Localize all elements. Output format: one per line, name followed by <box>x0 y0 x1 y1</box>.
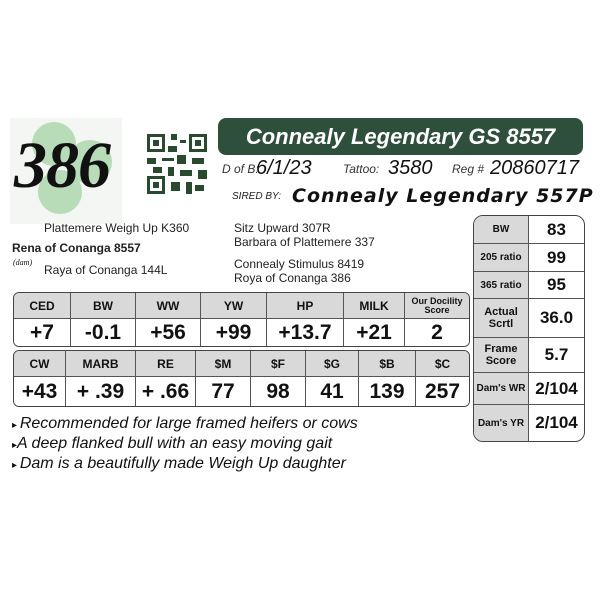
lot-number: 386 <box>14 129 111 202</box>
epd-header: MARB <box>66 351 136 377</box>
epd-value: + .39 <box>66 377 136 406</box>
epd-header: HP <box>267 293 344 319</box>
sired-by-label: SIRED BY: <box>232 191 282 202</box>
dam-dam: Raya of Conanga 144L <box>44 263 168 277</box>
perf-label: 205 ratio <box>474 244 529 272</box>
bullet-item: ▸ Dam is a beautifully made Weigh Up dau… <box>12 455 346 473</box>
qr-code-icon <box>147 134 207 194</box>
epd-value: +56 <box>136 319 201 346</box>
epd-value: +43 <box>14 377 66 406</box>
bullet-text: Dam is a beautifully made Weigh Up daugh… <box>19 455 346 472</box>
clover-logo <box>10 118 122 224</box>
bullet-text: A deep flanked bull with an easy moving … <box>17 435 333 452</box>
perf-label: Dam's WR <box>474 373 529 405</box>
perf-label: 365 ratio <box>474 272 529 299</box>
epd-value: +13.7 <box>267 319 344 346</box>
epd-header: $C <box>416 351 469 377</box>
bullet-text: Recommended for large framed heifers or … <box>19 415 358 432</box>
epd-header: $M <box>196 351 251 377</box>
sire-sire: Sitz Upward 307R <box>234 221 331 235</box>
perf-label: Actual Scrtl <box>474 299 529 338</box>
epd-value: -0.1 <box>71 319 136 346</box>
epd-header: RE <box>136 351 196 377</box>
dob-value: 6/1/23 <box>256 157 312 179</box>
epd-header: BW <box>71 293 136 319</box>
epd-header: CED <box>14 293 71 319</box>
tattoo-label: Tattoo: <box>343 162 380 176</box>
perf-value: 2/104 <box>529 373 584 405</box>
epd-value: 41 <box>306 377 359 406</box>
dob-label: D of B: <box>222 162 259 176</box>
bullet-item: ▸A deep flanked bull with an easy moving… <box>12 435 332 453</box>
epd-header: $F <box>251 351 306 377</box>
epd-header: YW <box>201 293 267 319</box>
epd-header: WW <box>136 293 201 319</box>
pedigree-line: Connealy Stimulus 8419 <box>234 257 365 271</box>
epd-header: $B <box>359 351 416 377</box>
reg-value: 20860717 <box>490 157 579 179</box>
performance-table: BW 83 205 ratio 99 365 ratio 95 Actual Scrt… <box>473 215 585 442</box>
epd-header: Our Docility Score <box>405 293 469 319</box>
reg-label: Reg # <box>452 162 485 176</box>
dam-label: (dam) <box>13 258 33 267</box>
epd-header: MILK <box>344 293 405 319</box>
epd-value: 139 <box>359 377 416 406</box>
bullet-item: ▸ Recommended for large framed heifers o… <box>12 415 358 433</box>
bullet-icon: ▸ <box>12 460 20 471</box>
perf-value: 83 <box>529 216 584 244</box>
perf-label: Dam's YR <box>474 405 529 441</box>
epd-value: 77 <box>196 377 251 406</box>
perf-value: 2/104 <box>535 413 578 432</box>
dam-sire: Plattemere Weigh Up K360 <box>44 221 190 235</box>
bullet-icon: ▸ <box>12 420 20 431</box>
bullet-icon: ▸ <box>12 440 18 451</box>
epd-value: 257 <box>416 377 469 406</box>
epd-header: CW <box>14 351 66 377</box>
perf-value: 99 <box>529 244 584 272</box>
perf-label: Frame Score <box>474 338 529 373</box>
epd-value: 98 <box>251 377 306 406</box>
sire-name: Connealy Legendary 557P <box>292 185 594 207</box>
epd-value: +21 <box>344 319 405 346</box>
tattoo-value: 3580 <box>388 157 433 179</box>
epd-header: $G <box>306 351 359 377</box>
perf-value: 95 <box>529 272 584 299</box>
pedigree-line: Roya of Conanga 386 <box>234 271 351 285</box>
epd-value: +99 <box>201 319 267 346</box>
perf-value: 36.0 <box>529 299 584 338</box>
animal-name-banner: Connealy Legendary GS 8557 <box>218 118 583 155</box>
epd-value: +7 <box>14 319 71 346</box>
dam-name: Rena of Conanga 8557 <box>12 241 141 255</box>
epd-value: + .66 <box>136 377 196 406</box>
perf-label: BW <box>474 216 529 244</box>
sire-dam: Barbara of Plattemere 337 <box>234 235 375 249</box>
epd-value: 2 <box>405 319 469 346</box>
epd-table-2: CW MARB RE $M $F $G $B $C +43 + .39 + .6… <box>13 350 470 407</box>
perf-value: 5.7 <box>529 338 584 373</box>
epd-table-1: CED BW WW YW HP MILK Our Docility Score … <box>13 292 470 347</box>
